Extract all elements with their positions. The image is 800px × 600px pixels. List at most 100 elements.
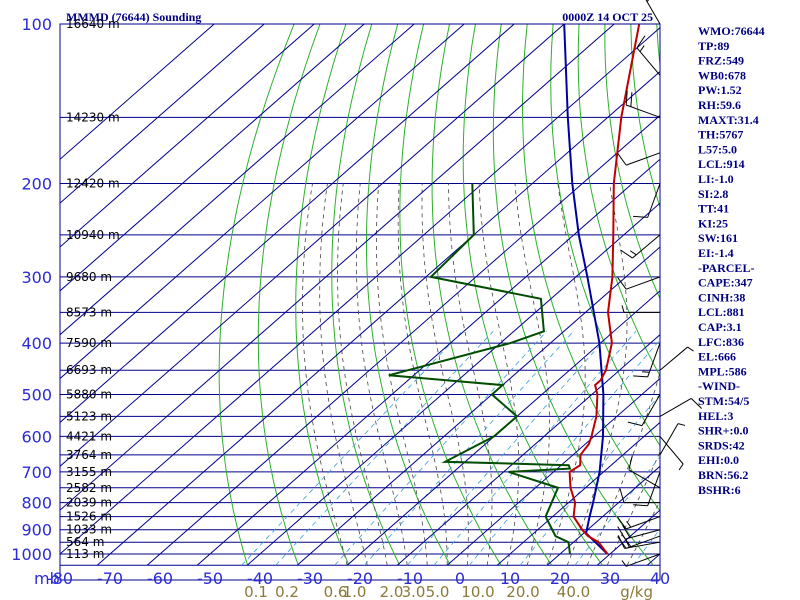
index-entry: LCL:914 — [698, 157, 745, 171]
moist-adiabat — [566, 183, 628, 566]
index-entry: LCL:881 — [698, 305, 745, 319]
isotherm-line — [60, 24, 315, 248]
wind-barb — [625, 90, 661, 118]
dry-adiabat — [218, 24, 295, 566]
wind-barb-half — [626, 521, 632, 528]
isotherm-line — [96, 70, 660, 566]
index-entry: -WIND- — [698, 379, 740, 393]
wind-barb — [659, 423, 686, 456]
wind-barb-half — [678, 463, 684, 471]
mixing-ratio-line — [574, 456, 660, 566]
moist-adiabat — [421, 183, 469, 566]
isotherm-line — [546, 465, 660, 566]
index-entry: BRN:56.2 — [698, 468, 748, 482]
wind-barb — [659, 346, 694, 371]
moist-adiabat — [319, 183, 368, 566]
wind-barb-flag — [628, 455, 633, 470]
wind-barb-staff — [636, 47, 661, 76]
index-entry: SHR+:0.0 — [698, 424, 749, 438]
wind-barb-half — [625, 540, 630, 548]
isotherm-line — [496, 421, 660, 566]
height-label: 14230 m — [66, 110, 120, 124]
height-label: 564 m — [66, 535, 104, 549]
index-entry: PW:1.52 — [698, 83, 742, 97]
wind-barb-half — [642, 371, 650, 373]
wind-barb-flag — [633, 504, 648, 507]
wind-barb — [627, 394, 661, 427]
pressure-tick-label: 300 — [21, 268, 52, 287]
chart-title: MMMD (76644) Sounding — [66, 10, 201, 24]
wind-barb-staff — [659, 423, 679, 456]
temperature-tick-label: -80 — [47, 569, 73, 588]
height-label: 2039 m — [66, 496, 112, 510]
dry-adiabat — [786, 24, 800, 565]
wind-barb-half — [621, 305, 625, 313]
dry-adiabat — [295, 24, 350, 566]
parcel-trace — [563, 24, 609, 555]
wind-barb-flag — [619, 488, 625, 503]
isotherm-line — [60, 24, 565, 467]
dry-adiabat — [760, 24, 800, 565]
wind-barb-staff — [647, 183, 661, 218]
index-entry: MAXT:31.4 — [698, 113, 759, 127]
wind-barb — [636, 35, 661, 76]
isotherm-line — [446, 377, 660, 566]
height-label: 5880 m — [66, 387, 112, 401]
wind-barb — [659, 397, 702, 417]
wind-barb-staff — [659, 397, 692, 417]
wind-barb-staff — [626, 276, 661, 290]
wind-barb-flag — [633, 215, 648, 218]
height-label: 12420 m — [66, 177, 120, 191]
height-label: 4421 m — [66, 429, 112, 443]
wind-barb-staff — [626, 104, 661, 118]
chart-datetime: 0000Z 14 OCT 25 — [562, 10, 653, 24]
wind-barb-half — [639, 45, 645, 52]
temperature-tick-label: -40 — [247, 569, 273, 588]
dry-adiabat — [366, 24, 451, 566]
isotherm-line — [296, 246, 660, 566]
pressure-tick-label: 200 — [21, 175, 52, 194]
mixing-ratio-label: 2.0 — [380, 583, 404, 600]
temperature-tick-label: 0 — [455, 569, 465, 588]
dry-adiabat — [331, 24, 401, 566]
height-label: 2582 m — [66, 481, 112, 495]
index-entry: EHI:0.0 — [698, 453, 739, 467]
dewpoint-trace — [388, 183, 572, 555]
mixing-ratio-label: 0.2 — [275, 583, 299, 600]
indices-panel: WMO:76644TP:89FRZ:549WB0:678PW:1.52RH:59… — [698, 24, 765, 497]
index-entry: LI:-1.0 — [698, 172, 734, 186]
wind-barb-half — [677, 423, 686, 426]
temperature-tick-label: -30 — [297, 569, 323, 588]
mixing-ratio-label: 0.6 — [324, 583, 348, 600]
wind-barb-staff — [626, 516, 661, 530]
height-label: 1526 m — [66, 510, 112, 524]
temperature-tick-label: 40 — [650, 569, 670, 588]
moist-adiabat — [546, 183, 586, 566]
wind-barb-staff — [632, 234, 661, 259]
mixing-ratio-label: 1.0 — [343, 583, 367, 600]
wind-barbs — [617, 0, 702, 567]
dry-adiabat — [577, 24, 660, 377]
wind-barb-flag — [630, 92, 633, 107]
wind-barb — [617, 152, 661, 166]
height-label: 10940 m — [66, 228, 120, 242]
wind-barb-half — [629, 250, 637, 256]
wind-barb-flag — [617, 277, 627, 290]
mixing-ratio-label: 0.1 — [244, 583, 268, 600]
mixing-ratio-label: 20.0 — [506, 583, 539, 600]
moist-adiabat — [302, 183, 348, 566]
moist-adiabat — [337, 183, 388, 566]
wind-barb-flag — [625, 90, 628, 106]
temperature-tick-label: -70 — [97, 569, 123, 588]
index-entry: FRZ:549 — [698, 54, 744, 68]
moist-adiabat — [356, 183, 408, 566]
temperature-trace — [568, 24, 641, 555]
wind-barb-staff — [641, 394, 661, 426]
wind-barb-flag — [646, 0, 650, 2]
temperature-tick-label: -10 — [397, 569, 423, 588]
pressure-unit-label: mb — [34, 569, 60, 588]
isotherm-line — [346, 290, 660, 566]
wind-barb-staff — [659, 436, 684, 465]
index-entry: SW:161 — [698, 231, 738, 245]
height-label: 6693 m — [66, 363, 112, 377]
